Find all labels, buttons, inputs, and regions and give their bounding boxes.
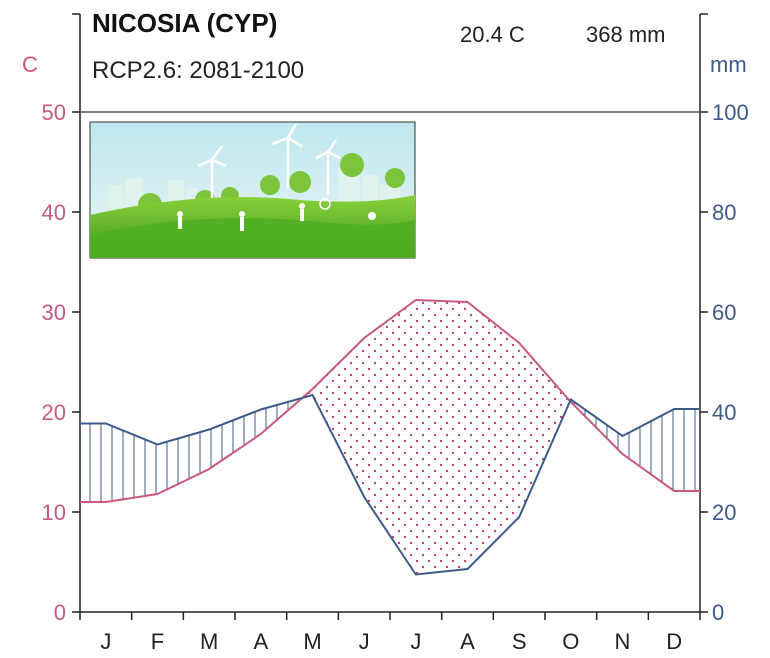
humid-period-fill [622,409,675,491]
right-tick-label: 0 [712,600,724,625]
temperature-line [80,298,700,503]
right-tick-label: 40 [712,400,736,425]
right-tick-label: 80 [712,200,736,225]
humid-period-fill [209,409,261,469]
left-axis-label: C [22,52,38,77]
month-label: M [200,629,218,654]
axis-ticks: 0 10 20 30 40 50 0 20 40 60 80 100 J F M A M J J A S O N D [42,100,749,654]
right-tick-label: 20 [712,500,736,525]
wind-turbines [197,123,341,205]
chart-subtitle: RCP2.6: 2081-2100 [92,57,304,84]
series-lines [80,298,700,576]
right-axis-label: mm [710,52,747,77]
left-tick-label: 40 [42,200,66,225]
left-tick-label: 30 [42,300,66,325]
chart-title: NICOSIA (CYP) [92,8,277,38]
left-tick-label: 20 [42,400,66,425]
dry-period-fill [415,300,468,575]
fill-layers [80,300,700,575]
month-label: M [303,629,321,654]
humid-period-fill [105,423,158,502]
left-tick-label: 0 [54,600,66,625]
people-silhouettes [177,198,376,231]
month-label: D [666,629,682,654]
month-label: O [562,629,579,654]
humid-period-fill [157,429,210,494]
dry-period-fill [467,302,520,569]
month-label: J [359,629,370,654]
humid-period-fill [80,423,106,502]
month-label: S [512,629,527,654]
dry-period-fill [519,343,571,517]
left-tick-label: 50 [42,100,66,125]
month-label: A [253,629,268,654]
month-label: J [100,629,111,654]
mean-temperature: 20.4 C [460,22,525,47]
month-label: N [615,629,631,654]
annual-precipitation: 368 mm [586,22,665,47]
humid-period-fill [674,409,700,491]
front-hill [90,218,415,258]
dry-period-fill [364,300,416,575]
left-tick-label: 10 [42,500,66,525]
precipitation-line [80,393,700,576]
month-label: F [151,629,164,654]
right-tick-label: 60 [712,300,736,325]
month-label: A [460,629,475,654]
dry-period-fill [312,338,365,497]
right-tick-label: 100 [712,100,749,125]
green-city-landscape-icon [89,121,416,259]
month-label: J [410,629,421,654]
